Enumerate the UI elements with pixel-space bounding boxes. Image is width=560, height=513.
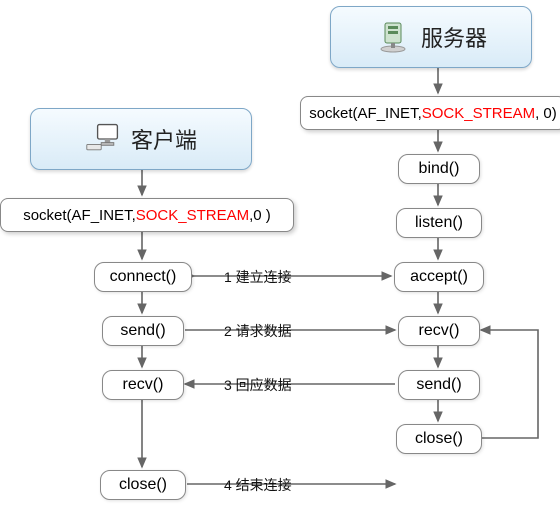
node-c-send: send() xyxy=(102,316,184,346)
node-s-recv: recv() xyxy=(398,316,480,346)
server-title: 服务器 xyxy=(421,21,487,53)
client-socket-box: socket(AF_INET,SOCK_STREAM,0 ) xyxy=(0,198,294,232)
node-listen: listen() xyxy=(396,208,482,238)
node-s-close: close() xyxy=(396,424,482,454)
edge-label-1: 1 建立连接 xyxy=(224,267,292,287)
server-icon xyxy=(375,19,411,55)
edge-label-4: 4 结束连接 xyxy=(224,475,292,495)
server-header: 服务器 xyxy=(330,6,532,68)
node-bind: bind() xyxy=(398,154,480,184)
node-s-send: send() xyxy=(398,370,480,400)
edge-label-3: 3 回应数据 xyxy=(224,375,292,395)
client-header: 客户端 xyxy=(30,108,252,170)
client-icon xyxy=(85,121,121,157)
edge-label-2: 2 请求数据 xyxy=(224,321,292,341)
server-socket-box: socket(AF_INET,SOCK_STREAM, 0) xyxy=(300,96,560,130)
client-title: 客户端 xyxy=(131,123,197,155)
node-c-recv: recv() xyxy=(102,370,184,400)
node-connect: connect() xyxy=(94,262,192,292)
node-c-close: close() xyxy=(100,470,186,500)
node-accept: accept() xyxy=(394,262,484,292)
